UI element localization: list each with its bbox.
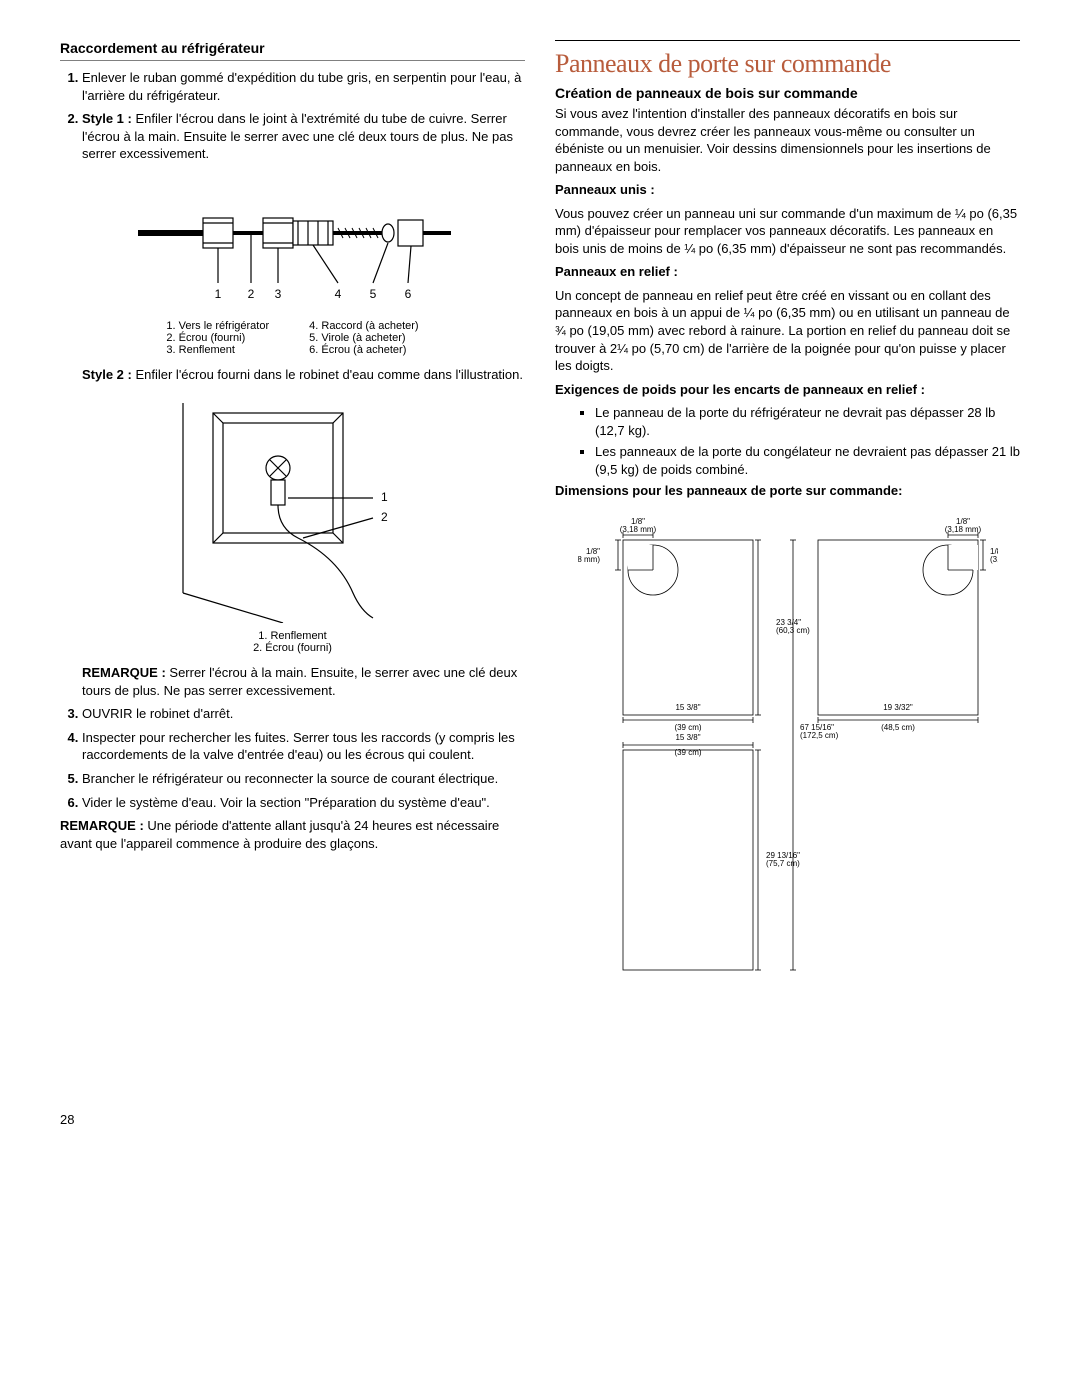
svg-text:1: 1 <box>381 490 388 504</box>
heading-relief: Panneaux en relief : <box>555 263 1020 281</box>
fig2-legend-2: 2. Écrou (fourni) <box>60 642 525 654</box>
intro-paragraph: Si vous avez l'intention d'installer des… <box>555 105 1020 175</box>
figure-connector: 1 2 3 4 5 6 1. Vers le réfrigérator 2. É… <box>60 173 525 356</box>
legend-4: 4. Raccord (à acheter) <box>309 320 418 332</box>
dim-4m: (172,5 cm) <box>800 731 839 740</box>
fig2-legend-1: 1. Renflement <box>60 630 525 642</box>
svg-text:6: 6 <box>404 287 411 301</box>
svg-text:3: 3 <box>274 287 281 301</box>
right-column: Panneaux de porte sur commande Création … <box>555 40 1020 1127</box>
dim-2m: (60,3 cm) <box>776 626 810 635</box>
step-2: Style 1 : Enfiler l'écrou dans le joint … <box>82 110 525 163</box>
dim-1cm: (3,18 mm) <box>944 525 981 534</box>
step-4: Inspecter pour rechercher les fuites. Se… <box>82 729 525 764</box>
figure-dimensions: 1/8" (3,18 mm) 1/8" (3,18 mm) 23 3/4" (6… <box>555 510 1020 983</box>
heading-unis: Panneaux unis : <box>555 181 1020 199</box>
page-number: 28 <box>60 1112 525 1127</box>
svg-text:4: 4 <box>334 287 341 301</box>
dimensions-svg: 1/8" (3,18 mm) 1/8" (3,18 mm) 23 3/4" (6… <box>578 510 998 980</box>
dim-1bm: (3,18 mm) <box>578 555 600 564</box>
figure2-legend: 1. Renflement 2. Écrou (fourni) <box>60 630 525 654</box>
legend-6: 6. Écrou (à acheter) <box>309 344 418 356</box>
remark2-label: REMARQUE : <box>60 818 144 833</box>
instruction-list-1: Enlever le ruban gommé d'expédition du t… <box>60 69 525 163</box>
instruction-list-2: OUVRIR le robinet d'arrêt. Inspecter pou… <box>60 705 525 811</box>
left-column: Raccordement au réfrigérateur Enlever le… <box>60 40 525 1127</box>
sub-heading-creation: Création de panneaux de bois sur command… <box>555 85 1020 101</box>
dim-3bm: (39 cm) <box>674 748 701 757</box>
svg-text:2: 2 <box>381 510 388 524</box>
heading-dimensions: Dimensions pour les panneaux de porte su… <box>555 482 1020 500</box>
dim-5m: (48,5 cm) <box>881 723 915 732</box>
heading-poids: Exigences de poids pour les encarts de p… <box>555 381 1020 399</box>
step-5: Brancher le réfrigérateur ou reconnecter… <box>82 770 525 788</box>
legend-5: 5. Virole (à acheter) <box>309 332 418 344</box>
section-heading-left: Raccordement au réfrigérateur <box>60 40 525 61</box>
dim-1dm: (3,18 mm) <box>990 555 998 564</box>
remark-1: REMARQUE : Serrer l'écrou à la main. Ens… <box>82 664 525 699</box>
dim-1am: (3,18 mm) <box>619 525 656 534</box>
dim-3am: (39 cm) <box>674 723 701 732</box>
paragraph-unis: Vous pouvez créer un panneau uni sur com… <box>555 205 1020 258</box>
figure-valve-box: 1 2 1. Renflement 2. Écrou (fourni) <box>60 393 525 654</box>
step-3: OUVRIR le robinet d'arrêt. <box>82 705 525 723</box>
weight-item-1: Le panneau de la porte du réfrigérateur … <box>595 404 1020 439</box>
svg-text:5: 5 <box>369 287 376 301</box>
style2-paragraph: Style 2 : Enfiler l'écrou fourni dans le… <box>82 366 525 384</box>
connector-svg: 1 2 3 4 5 6 <box>133 173 453 313</box>
style1-label: Style 1 : <box>82 111 132 126</box>
style1-text: Enfiler l'écrou dans le joint à l'extrém… <box>82 111 513 161</box>
legend-2: 2. Écrou (fourni) <box>166 332 269 344</box>
figure1-legend: 1. Vers le réfrigérator 2. Écrou (fourni… <box>60 320 525 356</box>
style2-label: Style 2 : <box>82 367 132 382</box>
main-title: Panneaux de porte sur commande <box>555 49 1020 79</box>
svg-text:1: 1 <box>214 287 221 301</box>
dim-3b: 15 3/8" <box>675 733 700 742</box>
legend-3: 3. Renflement <box>166 344 269 356</box>
svg-text:2: 2 <box>247 287 254 301</box>
valve-svg: 1 2 <box>163 393 423 623</box>
step-1: Enlever le ruban gommé d'expédition du t… <box>82 69 525 104</box>
style2-text: Enfiler l'écrou fourni dans le robinet d… <box>132 367 523 382</box>
legend-1: 1. Vers le réfrigérator <box>166 320 269 332</box>
dim-5: 19 3/32" <box>883 703 913 712</box>
dim-3a: 15 3/8" <box>675 703 700 712</box>
weight-item-2: Les panneaux de la porte du congélateur … <box>595 443 1020 478</box>
remark1-label: REMARQUE : <box>82 665 166 680</box>
dim-6m: (75,7 cm) <box>766 859 800 868</box>
weight-list: Le panneau de la porte du réfrigérateur … <box>555 404 1020 478</box>
top-rule <box>555 40 1020 41</box>
step-6: Vider le système d'eau. Voir la section … <box>82 794 525 812</box>
remark-2: REMARQUE : Une période d'attente allant … <box>60 817 525 852</box>
paragraph-relief: Un concept de panneau en relief peut êtr… <box>555 287 1020 375</box>
page-container: Raccordement au réfrigérateur Enlever le… <box>60 40 1020 1127</box>
